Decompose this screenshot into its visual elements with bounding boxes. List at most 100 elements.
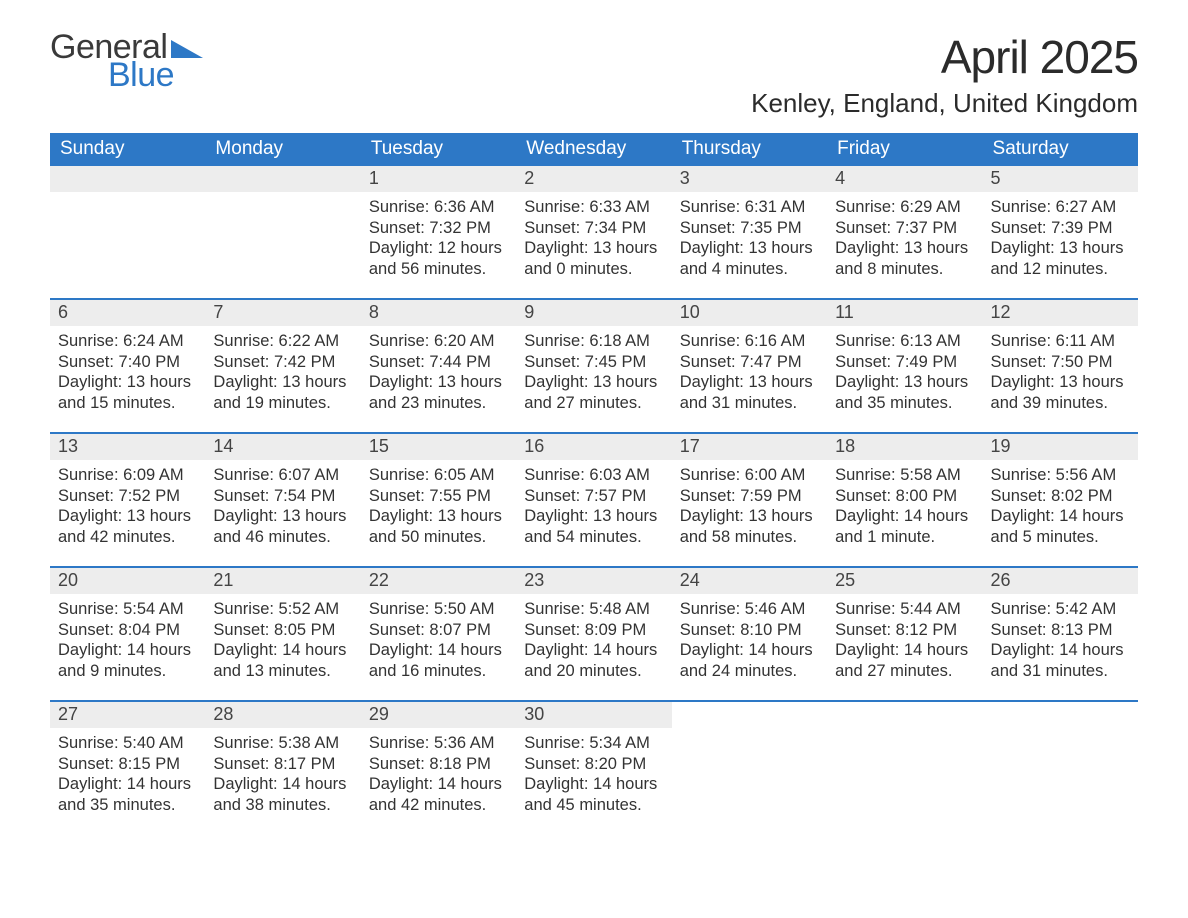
sunset-line: Sunset: 8:12 PM [835, 620, 974, 641]
sunset-line: Sunset: 8:05 PM [213, 620, 352, 641]
calendar-day-cell: 24Sunrise: 5:46 AMSunset: 8:10 PMDayligh… [672, 568, 827, 700]
day-details: Sunrise: 6:22 AMSunset: 7:42 PMDaylight:… [205, 326, 360, 418]
daylight-line: Daylight: 13 hours and 54 minutes. [524, 506, 663, 547]
daylight-line: Daylight: 14 hours and 20 minutes. [524, 640, 663, 681]
sunrise-line: Sunrise: 6:29 AM [835, 197, 974, 218]
daylight-line: Daylight: 13 hours and 42 minutes. [58, 506, 197, 547]
weekday-header: Sunday [50, 133, 205, 166]
sunrise-line: Sunrise: 5:44 AM [835, 599, 974, 620]
calendar-week-row: 6Sunrise: 6:24 AMSunset: 7:40 PMDaylight… [50, 300, 1138, 432]
sunset-line: Sunset: 8:18 PM [369, 754, 508, 775]
daylight-line: Daylight: 14 hours and 9 minutes. [58, 640, 197, 681]
sunrise-line: Sunrise: 6:00 AM [680, 465, 819, 486]
calendar-table: SundayMondayTuesdayWednesdayThursdayFrid… [50, 133, 1138, 834]
daylight-line: Daylight: 13 hours and 58 minutes. [680, 506, 819, 547]
calendar-day-cell: 16Sunrise: 6:03 AMSunset: 7:57 PMDayligh… [516, 434, 671, 566]
calendar-day-cell: 8Sunrise: 6:20 AMSunset: 7:44 PMDaylight… [361, 300, 516, 432]
calendar-day-cell: 19Sunrise: 5:56 AMSunset: 8:02 PMDayligh… [983, 434, 1138, 566]
weekday-header: Friday [827, 133, 982, 166]
day-number: 3 [672, 166, 827, 192]
day-number: 8 [361, 300, 516, 326]
sunrise-line: Sunrise: 6:36 AM [369, 197, 508, 218]
sunset-line: Sunset: 8:02 PM [991, 486, 1130, 507]
calendar-week-row: 13Sunrise: 6:09 AMSunset: 7:52 PMDayligh… [50, 434, 1138, 566]
daylight-line: Daylight: 13 hours and 27 minutes. [524, 372, 663, 413]
calendar-day-cell: 13Sunrise: 6:09 AMSunset: 7:52 PMDayligh… [50, 434, 205, 566]
day-number: 12 [983, 300, 1138, 326]
day-number: 7 [205, 300, 360, 326]
calendar-day-cell: 25Sunrise: 5:44 AMSunset: 8:12 PMDayligh… [827, 568, 982, 700]
calendar-day-cell: 29Sunrise: 5:36 AMSunset: 8:18 PMDayligh… [361, 702, 516, 834]
sunset-line: Sunset: 8:20 PM [524, 754, 663, 775]
sunset-line: Sunset: 7:59 PM [680, 486, 819, 507]
day-details: Sunrise: 6:20 AMSunset: 7:44 PMDaylight:… [361, 326, 516, 418]
sunset-line: Sunset: 8:04 PM [58, 620, 197, 641]
daylight-line: Daylight: 13 hours and 50 minutes. [369, 506, 508, 547]
brand-logo: General Blue [50, 30, 203, 92]
sunset-line: Sunset: 7:47 PM [680, 352, 819, 373]
day-number: 21 [205, 568, 360, 594]
day-number: 18 [827, 434, 982, 460]
daylight-line: Daylight: 13 hours and 0 minutes. [524, 238, 663, 279]
day-number: 25 [827, 568, 982, 594]
sunset-line: Sunset: 7:40 PM [58, 352, 197, 373]
day-number: 5 [983, 166, 1138, 192]
day-number: 2 [516, 166, 671, 192]
day-number: 14 [205, 434, 360, 460]
daylight-line: Daylight: 14 hours and 13 minutes. [213, 640, 352, 681]
sunset-line: Sunset: 7:44 PM [369, 352, 508, 373]
calendar-day-cell: 15Sunrise: 6:05 AMSunset: 7:55 PMDayligh… [361, 434, 516, 566]
day-details: Sunrise: 6:07 AMSunset: 7:54 PMDaylight:… [205, 460, 360, 552]
daylight-line: Daylight: 14 hours and 1 minute. [835, 506, 974, 547]
day-number: 13 [50, 434, 205, 460]
calendar-day-cell [50, 166, 205, 298]
day-number: 28 [205, 702, 360, 728]
sunrise-line: Sunrise: 5:34 AM [524, 733, 663, 754]
calendar-day-cell: 11Sunrise: 6:13 AMSunset: 7:49 PMDayligh… [827, 300, 982, 432]
daylight-line: Daylight: 14 hours and 35 minutes. [58, 774, 197, 815]
sunrise-line: Sunrise: 6:20 AM [369, 331, 508, 352]
sunrise-line: Sunrise: 6:22 AM [213, 331, 352, 352]
day-number: 9 [516, 300, 671, 326]
day-details: Sunrise: 5:52 AMSunset: 8:05 PMDaylight:… [205, 594, 360, 686]
sunrise-line: Sunrise: 6:33 AM [524, 197, 663, 218]
sunrise-line: Sunrise: 6:03 AM [524, 465, 663, 486]
calendar-day-cell: 1Sunrise: 6:36 AMSunset: 7:32 PMDaylight… [361, 166, 516, 298]
day-details: Sunrise: 5:42 AMSunset: 8:13 PMDaylight:… [983, 594, 1138, 686]
day-details: Sunrise: 5:34 AMSunset: 8:20 PMDaylight:… [516, 728, 671, 820]
day-number: 4 [827, 166, 982, 192]
sunset-line: Sunset: 8:00 PM [835, 486, 974, 507]
calendar-day-cell: 21Sunrise: 5:52 AMSunset: 8:05 PMDayligh… [205, 568, 360, 700]
sunset-line: Sunset: 8:09 PM [524, 620, 663, 641]
day-details: Sunrise: 5:46 AMSunset: 8:10 PMDaylight:… [672, 594, 827, 686]
weekday-header: Saturday [983, 133, 1138, 166]
day-number: 22 [361, 568, 516, 594]
day-details: Sunrise: 6:13 AMSunset: 7:49 PMDaylight:… [827, 326, 982, 418]
calendar-day-cell: 12Sunrise: 6:11 AMSunset: 7:50 PMDayligh… [983, 300, 1138, 432]
day-number: 6 [50, 300, 205, 326]
calendar-day-cell: 7Sunrise: 6:22 AMSunset: 7:42 PMDaylight… [205, 300, 360, 432]
day-number: 23 [516, 568, 671, 594]
calendar-day-cell: 20Sunrise: 5:54 AMSunset: 8:04 PMDayligh… [50, 568, 205, 700]
sunset-line: Sunset: 7:39 PM [991, 218, 1130, 239]
daylight-line: Daylight: 14 hours and 38 minutes. [213, 774, 352, 815]
sunrise-line: Sunrise: 5:36 AM [369, 733, 508, 754]
daylight-line: Daylight: 14 hours and 31 minutes. [991, 640, 1130, 681]
calendar-day-cell: 28Sunrise: 5:38 AMSunset: 8:17 PMDayligh… [205, 702, 360, 834]
day-details: Sunrise: 5:40 AMSunset: 8:15 PMDaylight:… [50, 728, 205, 820]
calendar-day-cell: 22Sunrise: 5:50 AMSunset: 8:07 PMDayligh… [361, 568, 516, 700]
calendar-day-cell: 4Sunrise: 6:29 AMSunset: 7:37 PMDaylight… [827, 166, 982, 298]
calendar-day-cell: 23Sunrise: 5:48 AMSunset: 8:09 PMDayligh… [516, 568, 671, 700]
daylight-line: Daylight: 13 hours and 12 minutes. [991, 238, 1130, 279]
calendar-day-cell: 2Sunrise: 6:33 AMSunset: 7:34 PMDaylight… [516, 166, 671, 298]
day-number: 1 [361, 166, 516, 192]
day-number: 26 [983, 568, 1138, 594]
day-number: 29 [361, 702, 516, 728]
header: General Blue April 2025 Kenley, England,… [50, 30, 1138, 119]
brand-triangle-icon [171, 36, 203, 58]
day-details: Sunrise: 6:18 AMSunset: 7:45 PMDaylight:… [516, 326, 671, 418]
day-details: Sunrise: 6:05 AMSunset: 7:55 PMDaylight:… [361, 460, 516, 552]
day-number: 20 [50, 568, 205, 594]
daylight-line: Daylight: 14 hours and 45 minutes. [524, 774, 663, 815]
calendar-day-cell: 27Sunrise: 5:40 AMSunset: 8:15 PMDayligh… [50, 702, 205, 834]
